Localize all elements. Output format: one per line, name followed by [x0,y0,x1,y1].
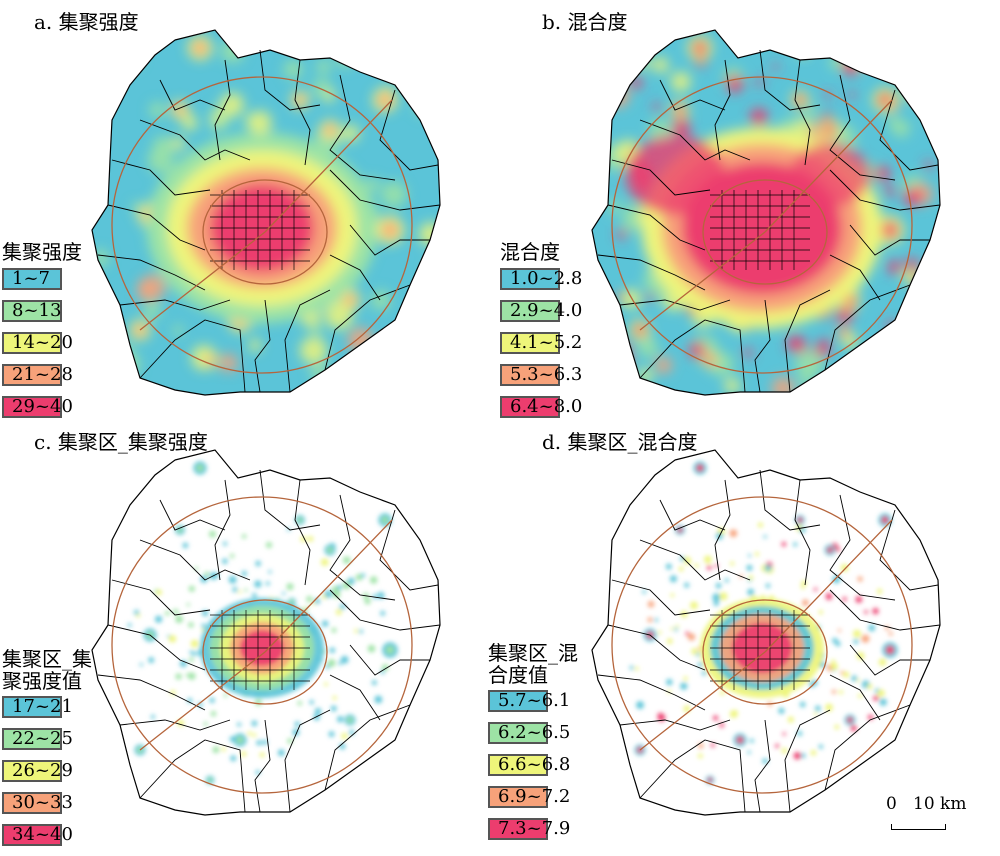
legend-label: 1.0~2.8 [510,268,583,289]
legend-swatch [2,364,62,386]
legend-label: 1~7 [12,268,50,289]
legend-label: 4.1~5.2 [510,332,583,353]
legend-swatch [500,396,560,418]
legend-label: 30~33 [12,792,73,813]
legend-label: 17~21 [12,696,73,717]
legend-title-c: 集聚区_集聚强度值 [2,647,92,693]
panel-title-d: d. 集聚区_混合度 [542,430,698,454]
legend-item: 22~25 [2,728,92,755]
legend-item: 14~20 [2,332,82,359]
legend-a: 集聚强度 1~7 8~13 14~20 21~28 29~40 [2,240,82,428]
legend-label: 22~25 [12,728,73,749]
legend-swatch [2,268,62,290]
map-a [91,29,441,396]
legend-swatch [500,364,560,386]
legend-item: 26~29 [2,760,92,787]
panel-title-a: a. 集聚强度 [34,10,139,34]
legend-d: 集聚区_混合度值 5.7~6.1 6.2~6.5 6.6~6.8 6.9~7.2… [488,642,578,850]
legend-title-a: 集聚强度 [2,240,82,264]
legend-label: 14~20 [12,332,73,353]
map-b [591,29,941,396]
legend-swatch [2,792,62,814]
legend-swatch [500,300,560,322]
legend-title-b: 混合度 [500,240,560,264]
legend-label: 8~13 [12,300,62,321]
legend-swatch [2,332,62,354]
legend-swatch [488,690,548,712]
legend-swatch [500,268,560,290]
legend-label: 5.3~6.3 [510,364,583,385]
panel-a: a. 集聚强度 集聚强度 1~7 8~13 14~20 21~28 29~40 [0,0,500,420]
legend-swatch [2,760,62,782]
legend-swatch [488,754,548,776]
legend-swatch [2,696,62,718]
legend-item: 34~40 [2,824,92,851]
scale-bar-zero-label: 0 [886,794,897,814]
legend-item: 17~21 [2,696,92,723]
legend-label: 6.2~6.5 [498,722,571,743]
map-c [91,449,441,816]
panel-c: c. 集聚区_集聚强度 集聚区_集聚强度值 17~21 22~25 26~29 … [0,420,500,846]
panel-title-b: b. 混合度 [542,10,628,34]
legend-swatch [500,332,560,354]
legend-label: 34~40 [12,824,73,845]
legend-item: 29~40 [2,396,82,423]
map-d [591,449,941,816]
legend-item: 6.4~8.0 [500,396,582,423]
legend-item: 8~13 [2,300,82,327]
legend-item: 1~7 [2,268,82,295]
legend-label: 21~28 [12,364,73,385]
legend-item: 2.9~4.0 [500,300,582,327]
legend-swatch [2,300,62,322]
legend-item: 21~28 [2,364,82,391]
scale-bar-line [891,824,946,830]
panel-b: b. 混合度 混合度 1.0~2.8 2.9~4.0 4.1~5.2 5.3~6… [500,0,1000,420]
panel-title-c: c. 集聚区_集聚强度 [34,430,208,454]
panel-d: d. 集聚区_混合度 集聚区_混合度值 5.7~6.1 6.2~6.5 6.6~… [488,420,1000,840]
legend-label: 2.9~4.0 [510,300,583,321]
legend-item: 6.6~6.8 [488,754,578,781]
legend-b: 混合度 1.0~2.8 2.9~4.0 4.1~5.2 5.3~6.3 6.4~… [500,240,582,428]
legend-swatch [488,722,548,744]
legend-swatch [2,728,62,750]
legend-item: 6.9~7.2 [488,786,578,813]
legend-item: 5.3~6.3 [500,364,582,391]
legend-label: 26~29 [12,760,73,781]
legend-swatch [488,786,548,808]
legend-label: 7.3~7.9 [498,818,571,839]
legend-label: 5.7~6.1 [498,690,571,711]
legend-label: 6.6~6.8 [498,754,571,775]
legend-item: 4.1~5.2 [500,332,582,359]
legend-label: 29~40 [12,396,73,417]
scale-bar-distance-label: 10 km [913,794,967,814]
legend-label: 6.9~7.2 [498,786,571,807]
legend-item: 7.3~7.9 [488,818,578,845]
legend-label: 6.4~8.0 [510,396,583,417]
legend-title-d: 集聚区_混合度值 [488,641,578,687]
legend-item: 6.2~6.5 [488,722,578,749]
legend-item: 5.7~6.1 [488,690,578,717]
legend-swatch [2,396,62,418]
legend-item: 30~33 [2,792,92,819]
legend-c: 集聚区_集聚强度值 17~21 22~25 26~29 30~33 34~40 [2,648,92,856]
legend-item: 1.0~2.8 [500,268,582,295]
